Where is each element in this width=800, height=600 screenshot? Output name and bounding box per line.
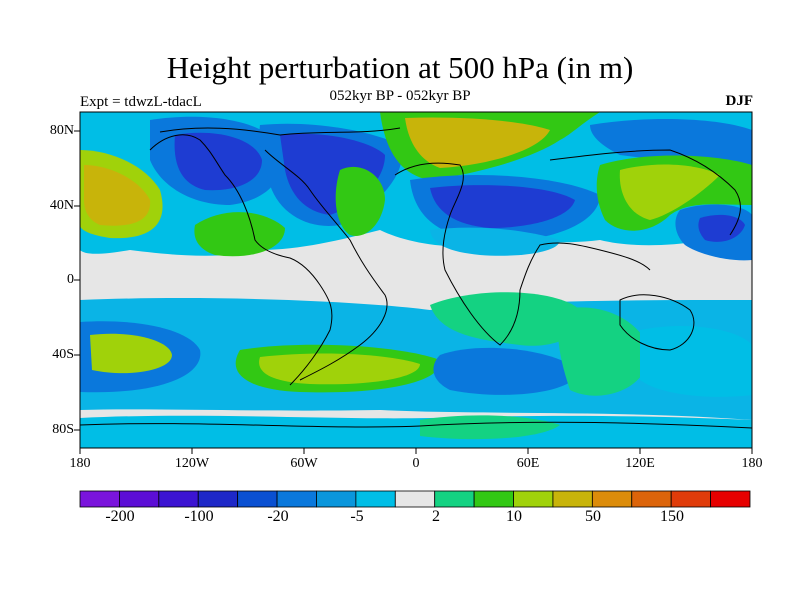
contour-field [80,112,752,448]
colorbar-swatch [631,490,672,508]
map-title: Height perturbation at 500 hPa (in m) [166,50,634,85]
season-label: DJF [725,93,754,109]
lon-label-60w: 60W [290,456,318,471]
lat-label-80s: 80S [52,422,74,437]
colorbar-label: -20 [267,508,289,525]
colorbar-swatch [276,490,317,508]
experiment-label: Expt = tdwzL-tdacL [80,94,202,110]
indian-ocean-green-contour [430,292,582,346]
lat-label-40s: 40S [52,347,74,362]
colorbar-swatch [355,490,396,508]
colorbar-swatch [434,490,475,508]
colorbar-label: 150 [660,508,684,525]
colorbar-swatch [79,490,120,508]
south-pacific-yellow-contour [90,333,172,374]
colorbar-swatch [552,490,593,508]
colorbar-swatch [158,490,199,508]
axis-ticks [74,130,753,454]
colorbar-label: -200 [105,508,135,525]
lat-label-40n: 40N [49,198,74,213]
arctic-ridge-core [405,117,550,168]
colorbar-swatch [316,490,357,508]
central-atlantic-green-contour [335,166,385,236]
colorbar-swatch [473,490,514,508]
northwest-pacific-blue-core [698,214,745,242]
east-asia-yellow-contour [619,164,720,220]
siberia-blue-contour [590,118,752,170]
south-atlantic-yellow-contour [259,353,420,385]
americas-west-coast [149,134,333,386]
southeast-blue-contour [640,325,752,397]
colorbar-label: -100 [184,508,214,525]
lon-label-60e: 60E [516,456,540,471]
lon-label-120e: 120E [625,456,655,471]
colorbar-swatch [394,490,436,508]
colorbar-swatch [119,490,160,508]
alaska-trough-core [174,132,262,191]
colorbar-swatch [670,490,711,508]
lon-label-120w: 120W [174,456,210,471]
colorbar-label: -5 [350,508,364,525]
lon-label-180-west: 180 [69,456,91,471]
lat-label-0: 0 [67,272,74,287]
lon-label-0: 0 [412,456,420,471]
coastlines [80,127,752,429]
colorbar-swatch [237,490,278,508]
colorbar-label: 10 [506,508,522,525]
colorbar-swatch [710,490,751,508]
antarctic-green-contour [420,415,560,440]
caribbean-green-contour [194,212,285,257]
americas-east-coast [264,149,388,381]
eurasia-trough-core [430,185,575,228]
colorbar [79,490,751,508]
south-indian-blue-contour [433,347,580,395]
lat-label-80n: 80N [49,123,74,138]
subtropical-blue-contour [430,227,560,256]
asia-north-coast [549,149,741,236]
europe-africa-coast [394,162,651,346]
colorbar-swatch [513,490,554,508]
map-subtitle: 052kyr BP - 052kyr BP [329,88,471,104]
arctic-coast [159,127,401,136]
lon-label-180-east: 180 [741,456,763,471]
australia-coast [619,294,695,351]
indian-ocean-east-green-contour [558,307,650,396]
north-pacific-ridge-core [84,165,151,226]
colorbar-swatch [197,490,239,508]
colorbar-swatch [591,490,633,508]
colorbar-label: 50 [585,508,601,525]
antarctic-blue-contour [80,415,752,448]
colorbar-label: 2 [432,508,440,525]
antarctica-coast [80,421,752,429]
